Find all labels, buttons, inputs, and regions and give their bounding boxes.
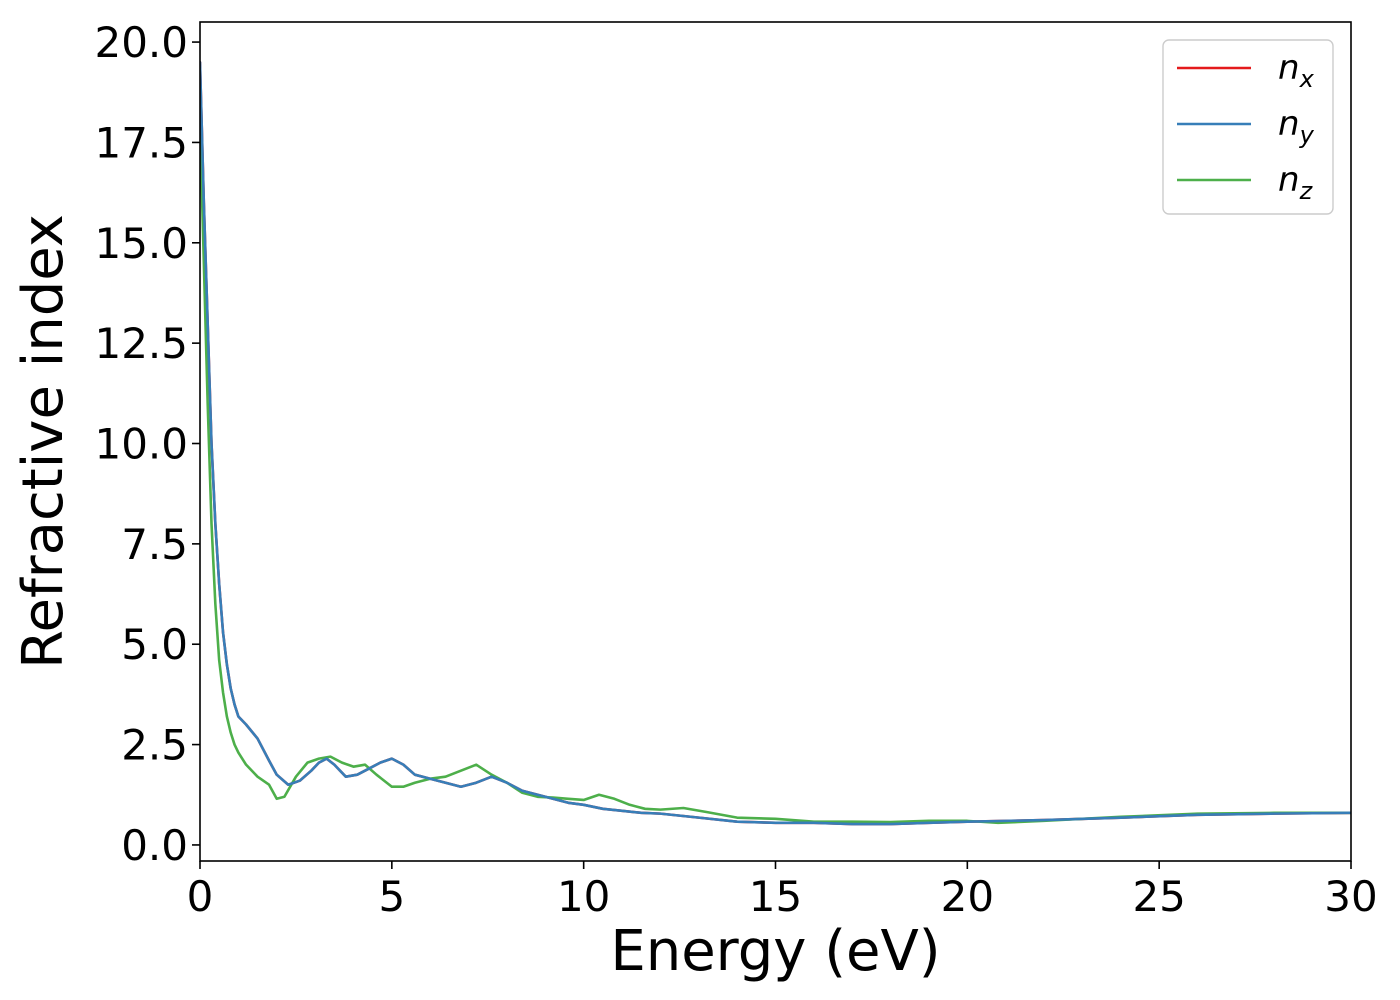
- y-tick-label: 17.5: [94, 118, 188, 167]
- legend-label-n-z: nz: [1278, 160, 1314, 205]
- series-line-n-z: [200, 121, 1351, 825]
- y-tick-label: 15.0: [94, 219, 188, 268]
- y-tick-label: 10.0: [94, 420, 188, 469]
- legend-label-n-y: ny: [1278, 104, 1315, 149]
- y-axis-ticks: 0.0 2.5 5.0 7.5 10.0 12.5 15.0 17.5 20.0: [94, 18, 200, 870]
- x-axis-title: Energy (eV): [610, 919, 940, 984]
- y-tick-label: 12.5: [94, 319, 188, 368]
- x-tick-label: 0: [187, 872, 214, 921]
- x-tick-label: 25: [1132, 872, 1185, 921]
- series-layer: [200, 60, 1351, 826]
- y-tick-label: 20.0: [94, 18, 188, 67]
- y-tick-label: 5.0: [121, 620, 188, 669]
- plot-area: [200, 22, 1351, 861]
- y-tick-label: 7.5: [121, 520, 188, 569]
- legend-box: [1162, 39, 1334, 215]
- legend-label-sub: z: [1299, 177, 1314, 205]
- y-tick-label: 0.0: [121, 821, 188, 870]
- legend-label-n-x: nx: [1278, 48, 1315, 93]
- x-tick-label: 5: [378, 872, 405, 921]
- x-tick-label: 15: [749, 872, 802, 921]
- x-tick-label: 20: [941, 872, 994, 921]
- legend-label-base: n: [1278, 48, 1300, 88]
- legend-label-base: n: [1278, 160, 1300, 200]
- x-axis-ticks: 0 5 10 15 20 25 30: [187, 861, 1378, 921]
- y-axis-title: Refractive index: [11, 214, 76, 669]
- legend-label-base: n: [1278, 104, 1300, 144]
- x-tick-label: 30: [1324, 872, 1377, 921]
- legend-label-sub: y: [1299, 121, 1315, 149]
- y-tick-label: 2.5: [121, 721, 188, 770]
- series-line-n-y: [200, 60, 1351, 826]
- x-tick-label: 10: [557, 872, 610, 921]
- legend-label-sub: x: [1299, 65, 1315, 93]
